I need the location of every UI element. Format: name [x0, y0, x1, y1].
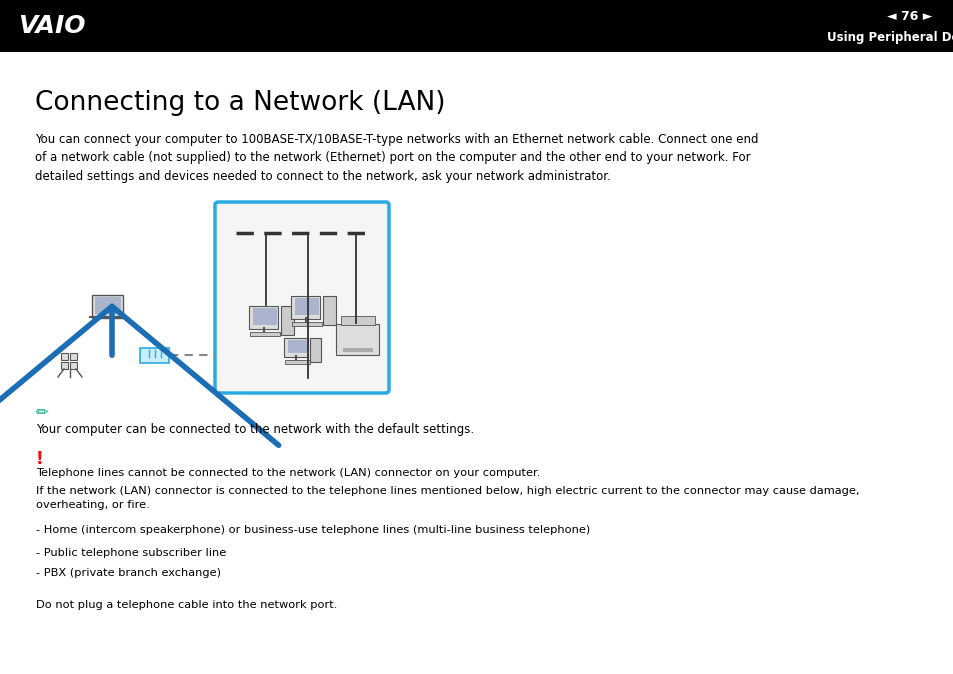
FancyBboxPatch shape [61, 353, 68, 360]
FancyBboxPatch shape [61, 362, 68, 369]
FancyBboxPatch shape [70, 353, 77, 360]
FancyBboxPatch shape [253, 308, 276, 325]
FancyBboxPatch shape [292, 322, 322, 326]
Text: - Home (intercom speakerphone) or business-use telephone lines (multi-line busin: - Home (intercom speakerphone) or busine… [36, 525, 590, 535]
FancyBboxPatch shape [214, 202, 389, 393]
FancyBboxPatch shape [250, 305, 278, 328]
FancyBboxPatch shape [340, 316, 375, 325]
FancyBboxPatch shape [281, 305, 294, 334]
FancyBboxPatch shape [140, 348, 170, 363]
Text: - PBX (private branch exchange): - PBX (private branch exchange) [36, 568, 221, 578]
Text: Do not plug a telephone cable into the network port.: Do not plug a telephone cable into the n… [36, 600, 337, 610]
FancyBboxPatch shape [70, 362, 77, 369]
FancyBboxPatch shape [310, 338, 321, 361]
Text: Using Peripheral Devices: Using Peripheral Devices [826, 32, 953, 44]
FancyBboxPatch shape [288, 340, 307, 353]
FancyBboxPatch shape [323, 295, 336, 324]
FancyBboxPatch shape [250, 332, 280, 336]
FancyBboxPatch shape [292, 295, 320, 319]
FancyBboxPatch shape [284, 338, 308, 357]
Text: VAIO: VAIO [18, 14, 86, 38]
Text: Connecting to a Network (LAN): Connecting to a Network (LAN) [35, 90, 445, 116]
FancyBboxPatch shape [0, 0, 953, 52]
Text: ✏: ✏ [36, 405, 49, 420]
FancyBboxPatch shape [343, 348, 373, 352]
FancyBboxPatch shape [95, 297, 121, 314]
FancyBboxPatch shape [294, 298, 318, 315]
FancyBboxPatch shape [285, 360, 310, 364]
FancyBboxPatch shape [336, 324, 379, 355]
Text: - Public telephone subscriber line: - Public telephone subscriber line [36, 548, 226, 558]
Text: If the network (LAN) connector is connected to the telephone lines mentioned bel: If the network (LAN) connector is connec… [36, 486, 859, 510]
Text: !: ! [36, 450, 44, 468]
Text: You can connect your computer to 100BASE-TX/10BASE-T-type networks with an Ether: You can connect your computer to 100BASE… [35, 133, 758, 183]
Text: ◄ 76 ►: ◄ 76 ► [886, 9, 932, 22]
Text: Telephone lines cannot be connected to the network (LAN) connector on your compu: Telephone lines cannot be connected to t… [36, 468, 539, 478]
FancyBboxPatch shape [92, 295, 123, 317]
Text: Your computer can be connected to the network with the default settings.: Your computer can be connected to the ne… [36, 423, 474, 436]
